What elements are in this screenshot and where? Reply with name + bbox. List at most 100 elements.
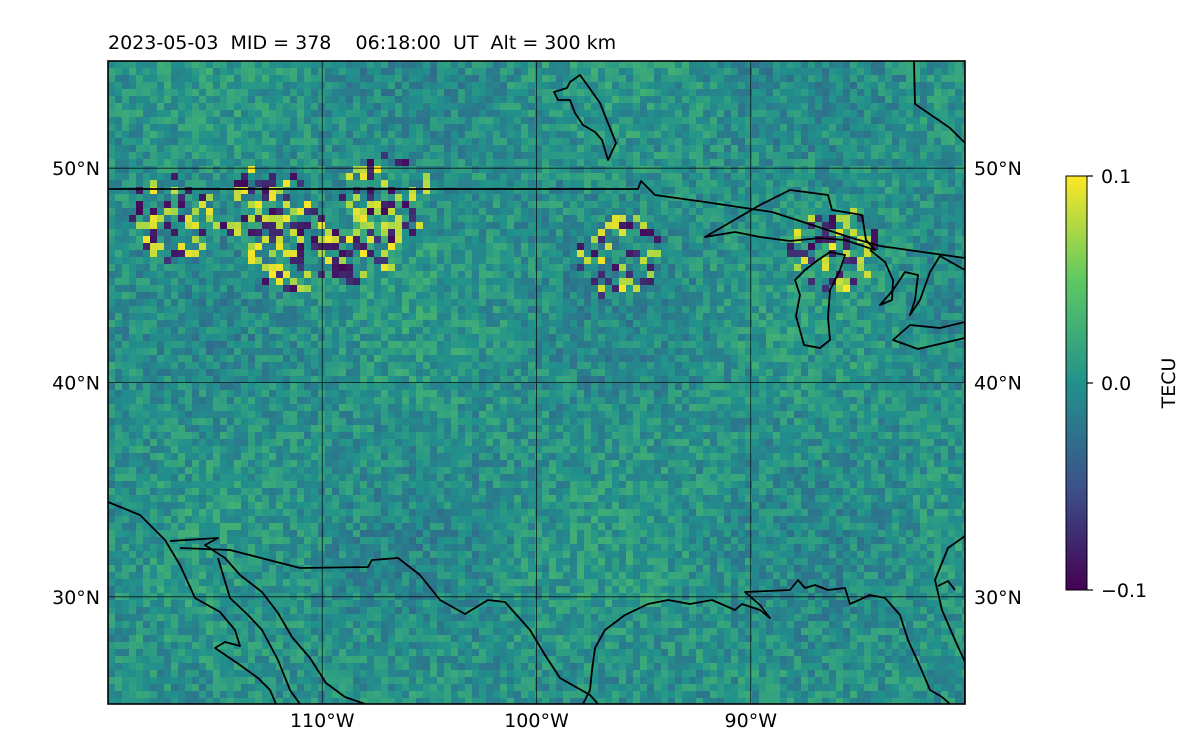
tec-cell	[150, 75, 158, 83]
tec-cell	[850, 334, 858, 342]
tec-cell	[367, 110, 375, 118]
tec-cell	[423, 229, 431, 237]
tec-cell	[878, 145, 886, 153]
tec-cell	[703, 257, 711, 265]
tec-cell	[934, 320, 942, 328]
tec-cell	[304, 96, 312, 104]
tec-cell	[507, 313, 515, 321]
tec-cell	[290, 117, 298, 125]
tec-cell	[535, 208, 543, 216]
tec-cell	[948, 299, 956, 307]
tec-cell	[640, 215, 648, 223]
tec-cell	[906, 117, 914, 125]
tec-cell	[815, 131, 823, 139]
tec-cell	[675, 131, 683, 139]
tec-cell	[878, 152, 886, 160]
tec-cell	[493, 61, 501, 69]
tec-cell	[619, 124, 627, 132]
tec-cell	[682, 103, 690, 111]
tec-cell	[346, 257, 354, 265]
tec-cell	[598, 292, 606, 300]
tec-cell	[479, 222, 487, 230]
tec-cell	[444, 68, 452, 76]
tec-cell	[325, 152, 333, 160]
tec-cell	[766, 320, 774, 328]
tec-cell	[661, 96, 669, 104]
tec-cell	[815, 327, 823, 335]
tec-cell	[367, 306, 375, 314]
tec-cell	[864, 299, 872, 307]
tec-cell	[591, 306, 599, 314]
tec-cell	[150, 61, 158, 69]
tec-cell	[437, 257, 445, 265]
tec-cell	[668, 250, 676, 258]
tec-cell	[500, 89, 508, 97]
tec-cell	[472, 327, 480, 335]
tec-cell	[122, 75, 130, 83]
tec-cell	[353, 89, 361, 97]
tec-cell	[619, 68, 627, 76]
tec-cell	[353, 271, 361, 279]
tec-cell	[311, 110, 319, 118]
tec-cell	[605, 145, 613, 153]
tec-cell	[626, 124, 634, 132]
tec-cell	[164, 194, 172, 202]
tec-cell	[766, 327, 774, 335]
tec-cell	[619, 75, 627, 83]
tec-cell	[332, 306, 340, 314]
tec-cell	[885, 334, 893, 342]
tec-cell	[570, 131, 578, 139]
tec-cell	[444, 208, 452, 216]
tec-cell	[115, 292, 123, 300]
tec-cell	[108, 285, 116, 293]
tec-cell	[423, 327, 431, 335]
tec-cell	[318, 159, 326, 167]
tec-cell	[920, 159, 928, 167]
tec-cell	[283, 334, 291, 342]
tec-cell	[710, 222, 718, 230]
tec-cell	[752, 131, 760, 139]
tec-cell	[878, 138, 886, 146]
tec-cell	[871, 257, 879, 265]
tec-cell	[325, 320, 333, 328]
tec-cell	[703, 334, 711, 342]
tec-cell	[241, 131, 249, 139]
tec-cell	[710, 299, 718, 307]
tec-cell	[780, 187, 788, 195]
tec-cell	[843, 264, 851, 272]
tec-cell	[528, 166, 536, 174]
tec-cell	[724, 75, 732, 83]
tec-cell	[108, 180, 116, 188]
tec-cell	[612, 187, 620, 195]
tec-cell	[647, 278, 655, 286]
tec-cell	[339, 201, 347, 209]
tec-cell	[955, 250, 963, 258]
tec-cell	[941, 159, 949, 167]
tec-cell	[346, 278, 354, 286]
tec-cell	[381, 68, 389, 76]
tec-cell	[521, 306, 529, 314]
tec-cell	[360, 124, 368, 132]
tec-cell	[297, 285, 305, 293]
tec-cell	[178, 208, 186, 216]
tec-cell	[493, 271, 501, 279]
tec-cell	[346, 313, 354, 321]
tec-cell	[367, 222, 375, 230]
tec-cell	[661, 145, 669, 153]
tec-cell	[640, 82, 648, 90]
tec-cell	[199, 110, 207, 118]
tec-cell	[899, 194, 907, 202]
tec-cell	[738, 180, 746, 188]
tec-cell	[654, 250, 662, 258]
tec-cell	[899, 166, 907, 174]
tec-cell	[710, 75, 718, 83]
tec-cell	[143, 117, 151, 125]
tec-cell	[717, 208, 725, 216]
tec-cell	[367, 292, 375, 300]
tec-cell	[857, 131, 865, 139]
tec-cell	[626, 152, 634, 160]
tec-cell	[108, 257, 116, 265]
tec-cell	[836, 243, 844, 251]
tec-cell	[402, 166, 410, 174]
tec-cell	[675, 110, 683, 118]
